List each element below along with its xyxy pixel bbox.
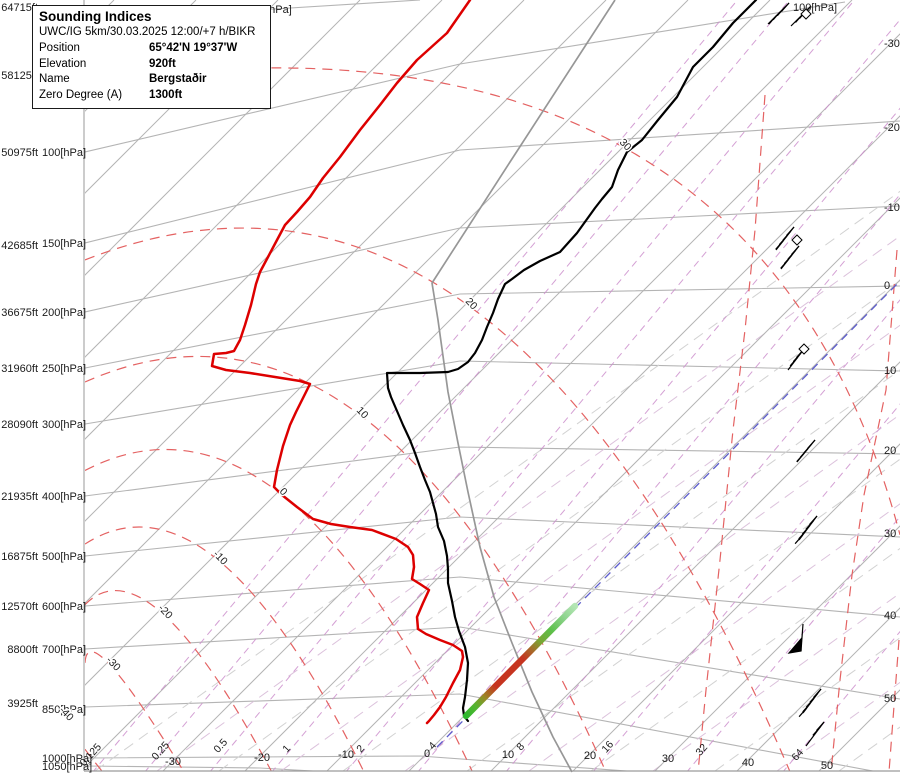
altitude-tick-label: 21935ft xyxy=(1,491,38,503)
altitude-tick-label: 28090ft xyxy=(1,419,38,431)
top-pressure-label: 100[hPa] xyxy=(793,2,837,14)
pressure-tick-label: 850[hPa] xyxy=(42,704,86,716)
pressure-tick-label: 400[hPa] xyxy=(42,491,86,503)
right-temperature-tick-label: 30 xyxy=(884,528,896,540)
bottom-temperature-tick-label: 30 xyxy=(662,753,674,765)
bottom-temperature-tick-label: -10 xyxy=(338,749,354,761)
pressure-tick-label: 1050[hPa] xyxy=(42,761,92,773)
moist-adiabat-lines xyxy=(94,190,900,771)
right-temperature-tick-label: -30 xyxy=(884,38,900,50)
zero-degree-line xyxy=(436,280,900,748)
position-value: 65°42'N 19°37'W xyxy=(149,42,238,54)
mixing-ratio-label: 2 xyxy=(354,743,367,755)
altitude-tick-label: 12570ft xyxy=(1,601,38,613)
zero-degree-value: 1300ft xyxy=(149,88,183,101)
name-label: Name xyxy=(39,73,70,85)
lapse-rate-gradient-segment xyxy=(462,602,579,720)
panel-title: Sounding Indices xyxy=(39,9,152,24)
adiabat-value-label: -30 xyxy=(104,654,123,673)
pressure-tick-label: 1000[hPa] xyxy=(42,753,92,765)
pressure-tick-label: 100[hPa] xyxy=(42,147,86,159)
elevation-label: Elevation xyxy=(39,57,87,70)
zero-degree-label: Zero Degree (A) xyxy=(39,88,123,101)
right-temperature-tick-label: -20 xyxy=(884,122,900,134)
bottom-temperature-tick-label: 0 xyxy=(424,748,430,760)
right-temperature-tick-label: 40 xyxy=(884,610,896,622)
dewpoint-curve xyxy=(210,0,472,725)
pressure-tick-label: 300[hPa] xyxy=(42,419,86,431)
info-row-elevation: Elevation 920ft xyxy=(39,57,264,73)
info-row-name: Name Bergstaðir xyxy=(39,72,264,88)
pressure-tick-label: 600[hPa] xyxy=(42,601,86,613)
adiabat-value-label: -20 xyxy=(156,602,175,621)
pressure-tick-label: 200[hPa] xyxy=(42,307,86,319)
model-run-line: UWC/IG 5km/30.03.2025 12:00/+7 h/BIKR xyxy=(39,26,256,38)
altitude-tick-label: 31960ft xyxy=(1,363,38,375)
altitude-tick-label: 64715ft xyxy=(1,2,38,14)
mixing-ratio-label: 1 xyxy=(280,743,293,755)
pressure-tick-label: 500[hPa] xyxy=(42,551,86,563)
altitude-tick-label: 3925ft xyxy=(7,698,38,710)
right-temperature-tick-label: 10 xyxy=(884,365,896,377)
right-temperature-tick-label: 20 xyxy=(884,445,896,457)
mixing-ratio-lines xyxy=(93,0,900,771)
right-temperature-tick-label: 50 xyxy=(884,693,896,705)
bottom-temperature-tick-label: -30 xyxy=(165,756,181,768)
right-temperature-tick-label: 0 xyxy=(884,280,890,292)
bottom-temperature-tick-label: 20 xyxy=(584,750,596,762)
adiabat-value-label: -10 xyxy=(211,548,230,567)
info-row-zero-degree: Zero Degree (A) 1300ft xyxy=(39,88,264,104)
altitude-tick-label: 42685ft xyxy=(1,240,38,252)
position-label: Position xyxy=(39,42,80,54)
isobar-lines xyxy=(85,0,900,771)
adiabat-value-label: 20 xyxy=(463,296,480,313)
altitude-tick-label: 36675ft xyxy=(1,307,38,319)
altitude-tick-label: 16875ft xyxy=(1,551,38,563)
altitude-tick-label: 58125ft xyxy=(1,70,38,82)
bottom-temperature-tick-label: 50 xyxy=(821,760,833,772)
warm-moist-adiabat-lines xyxy=(697,94,900,771)
adiabat-value-label: 10 xyxy=(354,405,371,422)
elevation-value: 920ft xyxy=(149,57,176,70)
temperature-curve xyxy=(385,0,758,723)
altitude-tick-label: 50975ft xyxy=(1,147,38,159)
pressure-tick-label: 150[hPa] xyxy=(42,238,86,250)
bottom-temperature-tick-label: 10 xyxy=(502,749,514,761)
sounding-indices-panel: Sounding Indices UWC/IG 5km/30.03.2025 1… xyxy=(32,5,271,109)
mixing-ratio-label: 32 xyxy=(693,742,710,759)
bottom-temperature-tick-label: -20 xyxy=(254,752,270,764)
pressure-tick-label: 700[hPa] xyxy=(42,644,86,656)
dry-adiabat-lines xyxy=(85,37,900,771)
bottom-temperature-tick-label: 40 xyxy=(742,757,754,769)
name-value: Bergstaðir xyxy=(149,73,207,85)
altitude-tick-label: 8800ft xyxy=(7,644,38,656)
info-row-position: Position 65°42'N 19°37'W xyxy=(39,41,264,57)
mixing-ratio-label: 16 xyxy=(599,739,616,756)
mixing-ratio-label: 0.5 xyxy=(211,736,230,755)
right-temperature-tick-label: -10 xyxy=(884,202,900,214)
wind-barbs xyxy=(767,2,825,747)
pressure-tick-label: 250[hPa] xyxy=(42,363,86,375)
mixing-ratio-label: 8 xyxy=(514,741,527,753)
parcel-curve xyxy=(431,0,616,773)
